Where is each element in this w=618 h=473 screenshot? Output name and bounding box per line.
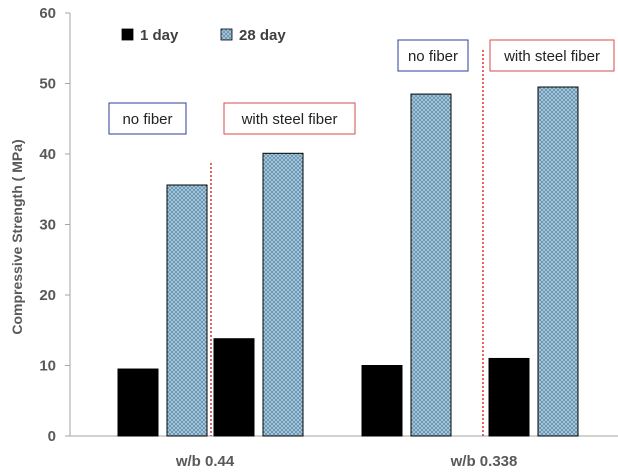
legend-label: 28 day <box>239 27 286 44</box>
bar-1-2-28day <box>262 152 304 437</box>
annotation-label: with steel fiber <box>241 111 338 128</box>
annotation-label: no fiber <box>122 111 172 128</box>
y-axis-label: Compressive Strength ( MPa) <box>9 139 25 334</box>
axes: 0 10 20 30 40 50 60 w/b 0.44 w/b 0.338 <box>39 5 618 470</box>
y-tick-label: 20 <box>39 287 56 304</box>
bar-1-1-28day <box>166 184 208 437</box>
x-category-label: w/b 0.338 <box>450 453 518 470</box>
annotation-box <box>489 39 615 72</box>
annotation-box <box>108 102 187 135</box>
bar-2-2-1day <box>488 357 530 437</box>
y-tick-label: 60 <box>39 5 56 22</box>
annotations: no fiber with steel fiber no fiber with ste… <box>108 39 615 135</box>
bars <box>117 50 579 437</box>
y-tick-label: 30 <box>39 217 56 234</box>
annotation-label: no fiber <box>408 48 458 65</box>
y-tick-label: 50 <box>39 76 56 93</box>
y-tick-label: 10 <box>39 358 56 375</box>
bar-1-2-1day <box>213 338 255 437</box>
x-category-label: w/b 0.44 <box>175 453 235 470</box>
annotation-box <box>397 39 469 72</box>
y-tick-label: 40 <box>39 146 56 163</box>
bar-2-2-28day <box>537 86 579 437</box>
y-tick-label: 0 <box>48 428 56 445</box>
annotation-label: with steel fiber <box>503 48 600 65</box>
annotation-box <box>223 102 356 135</box>
bar-1-1-1day <box>117 368 159 437</box>
legend-swatch <box>121 28 134 41</box>
bar-2-1-1day <box>361 365 403 437</box>
legend-swatch <box>220 28 233 41</box>
bar-2-1-28day <box>410 93 452 437</box>
legend-label: 1 day <box>140 27 179 44</box>
legend: 1 day 28 day <box>121 27 286 44</box>
